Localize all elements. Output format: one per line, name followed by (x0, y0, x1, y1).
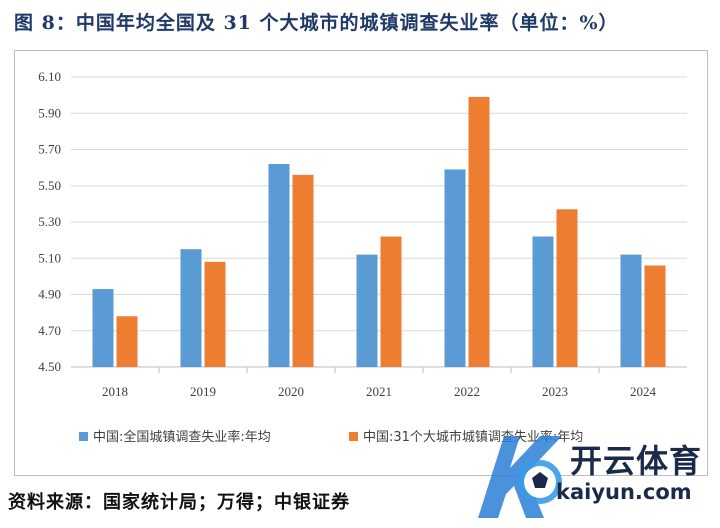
legend-label: 中国:全国城镇调查失业率:年均 (93, 429, 271, 445)
bar-chart: 4.50 4.70 4.90 5.10 5.30 5.50 5.70 5.90 6.10 201… (38, 69, 687, 445)
watermark-logo-icon (478, 436, 562, 518)
watermark-domain: kaiyun.com (556, 480, 692, 504)
bar (644, 265, 666, 367)
x-tick-label: 2021 (366, 384, 392, 399)
x-tick-label: 2018 (102, 384, 128, 399)
x-tick-label: 2024 (630, 384, 657, 399)
legend-swatch (349, 432, 358, 441)
y-tick-label: 4.50 (38, 359, 61, 374)
bar (180, 249, 202, 367)
legend-swatch (79, 432, 88, 441)
y-tick-label: 5.90 (38, 105, 61, 120)
y-tick-label: 4.70 (38, 323, 61, 338)
bar (444, 169, 466, 367)
y-tick-label: 5.10 (38, 250, 61, 265)
source-note: 资料来源：国家统计局；万得；中银证券 (8, 492, 350, 513)
bar (620, 254, 642, 367)
x-tick-label: 2023 (542, 384, 568, 399)
y-tick-label: 5.50 (38, 178, 61, 193)
x-tick-label: 2019 (190, 384, 216, 399)
x-tick-label: 2022 (454, 384, 480, 399)
chart-area: 4.50 4.70 4.90 5.10 5.30 5.50 5.70 5.90 6.10 201… (14, 50, 708, 476)
y-tick-label: 4.90 (38, 287, 61, 302)
y-tick-label: 5.30 (38, 214, 61, 229)
bar (380, 236, 402, 367)
legend-label: 中国:31个大城市城镇调查失业率:年均 (363, 429, 583, 445)
watermark-brand: 开云体育 (570, 442, 703, 480)
bar (556, 209, 578, 367)
bar (356, 254, 378, 367)
bar (532, 236, 554, 367)
chart-title: 图 8：中国年均全国及 31 个大城市的城镇调查失业率（单位：%） (14, 12, 619, 34)
bar (292, 174, 314, 367)
bar (92, 289, 114, 367)
bar (204, 261, 226, 367)
y-tick-label: 6.10 (38, 69, 61, 84)
x-tick-label: 2020 (278, 384, 304, 399)
watermark: 开云体育 kaiyun.com (470, 428, 720, 524)
bar (116, 316, 138, 367)
bar (268, 164, 290, 367)
bar (468, 96, 490, 367)
y-tick-label: 5.70 (38, 142, 61, 157)
